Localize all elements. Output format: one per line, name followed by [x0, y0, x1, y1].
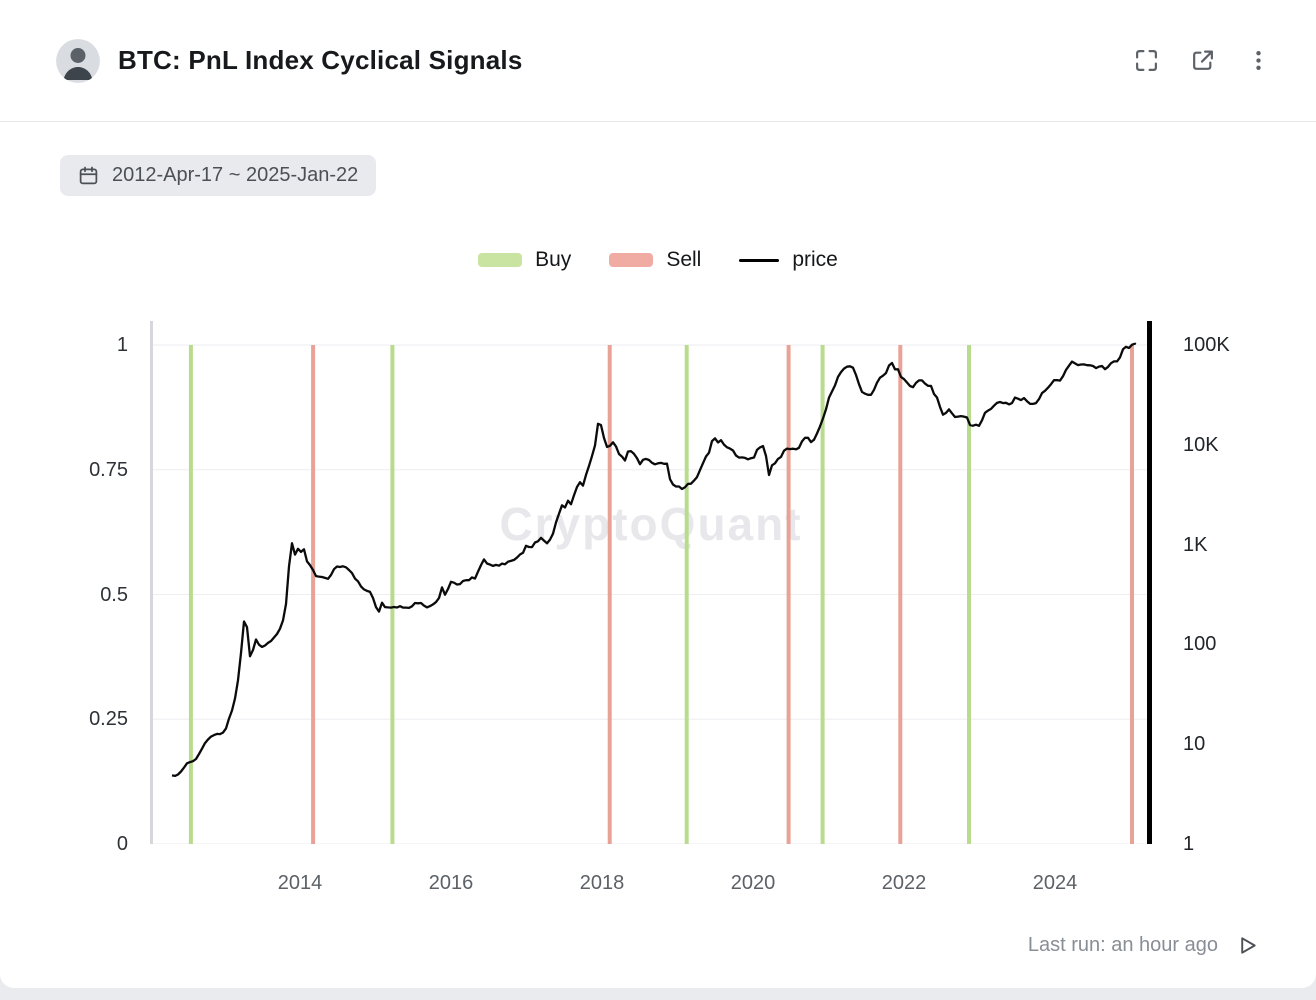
x-axis-tick: 2018: [579, 872, 625, 894]
legend-item-buy[interactable]: Buy: [478, 248, 571, 272]
avatar-image: [56, 38, 100, 83]
right-axis-tick: 1K: [1183, 534, 1208, 556]
chart: CryptoQuant 1 0.75 0.5 0.25 0 100K 10K 1K 100 10…: [0, 321, 1316, 894]
x-axis-tick: 2020: [730, 872, 776, 894]
price-swatch: [739, 258, 780, 262]
left-axis-tick: 1: [116, 334, 128, 356]
fullscreen-button[interactable]: [1132, 47, 1160, 75]
legend: Buy Sell price: [0, 248, 1316, 272]
card-header: BTC: PnL Index Cyclical Signals: [0, 0, 1316, 122]
date-range-label: 2012-Apr-17 ~ 2025-Jan-22: [112, 164, 359, 186]
right-axis-tick: 100: [1183, 633, 1217, 655]
x-axis-tick: 2024: [1032, 872, 1078, 894]
footer: Last run: an hour ago: [0, 932, 1316, 958]
left-axis-tick: 0.25: [89, 708, 128, 730]
sell-swatch: [609, 253, 654, 267]
date-range-chip[interactable]: 2012-Apr-17 ~ 2025-Jan-22: [60, 155, 377, 196]
buy-swatch: [478, 253, 523, 267]
run-button[interactable]: [1234, 932, 1260, 958]
calendar-icon: [79, 166, 98, 185]
legend-label: Sell: [666, 248, 702, 271]
legend-item-price[interactable]: price: [739, 248, 838, 272]
open-in-new-icon: [1192, 50, 1213, 70]
x-axis-labels: 2014 2016 2018 2020 2022 2024: [150, 844, 1152, 894]
fullscreen-icon: [1135, 50, 1157, 71]
kebab-menu-button[interactable]: [1244, 47, 1272, 75]
right-axis-labels: 100K 10K 1K 100 10 1: [1183, 321, 1283, 855]
legend-item-sell[interactable]: Sell: [609, 248, 701, 272]
right-axis-tick: 100K: [1183, 334, 1230, 356]
page-title: BTC: PnL Index Cyclical Signals: [118, 45, 523, 75]
x-axis-tick: 2022: [881, 872, 927, 894]
right-axis-tick: 10K: [1183, 434, 1219, 456]
left-axis-tick: 0.5: [100, 584, 128, 606]
play-icon: [1240, 936, 1256, 954]
left-axis-tick: 0.75: [89, 459, 128, 481]
right-axis-tick: 10: [1183, 733, 1206, 755]
price-chart-svg[interactable]: [150, 321, 1152, 844]
legend-label: price: [792, 248, 838, 271]
x-axis-tick: 2014: [277, 872, 323, 894]
date-range-row: 2012-Apr-17 ~ 2025-Jan-22: [0, 122, 1316, 196]
last-run-label: Last run: an hour ago: [1027, 933, 1218, 956]
kebab-menu-icon: [1255, 51, 1261, 70]
right-axis-tick: 1: [1183, 833, 1195, 855]
legend-label: Buy: [535, 248, 572, 271]
open-in-new-button[interactable]: [1188, 47, 1216, 75]
left-axis-tick: 0: [116, 833, 128, 855]
left-axis-labels: 1 0.75 0.5 0.25 0: [0, 321, 128, 855]
x-axis-tick: 2016: [428, 872, 474, 894]
avatar[interactable]: [56, 38, 100, 83]
header-actions: [1132, 47, 1272, 75]
